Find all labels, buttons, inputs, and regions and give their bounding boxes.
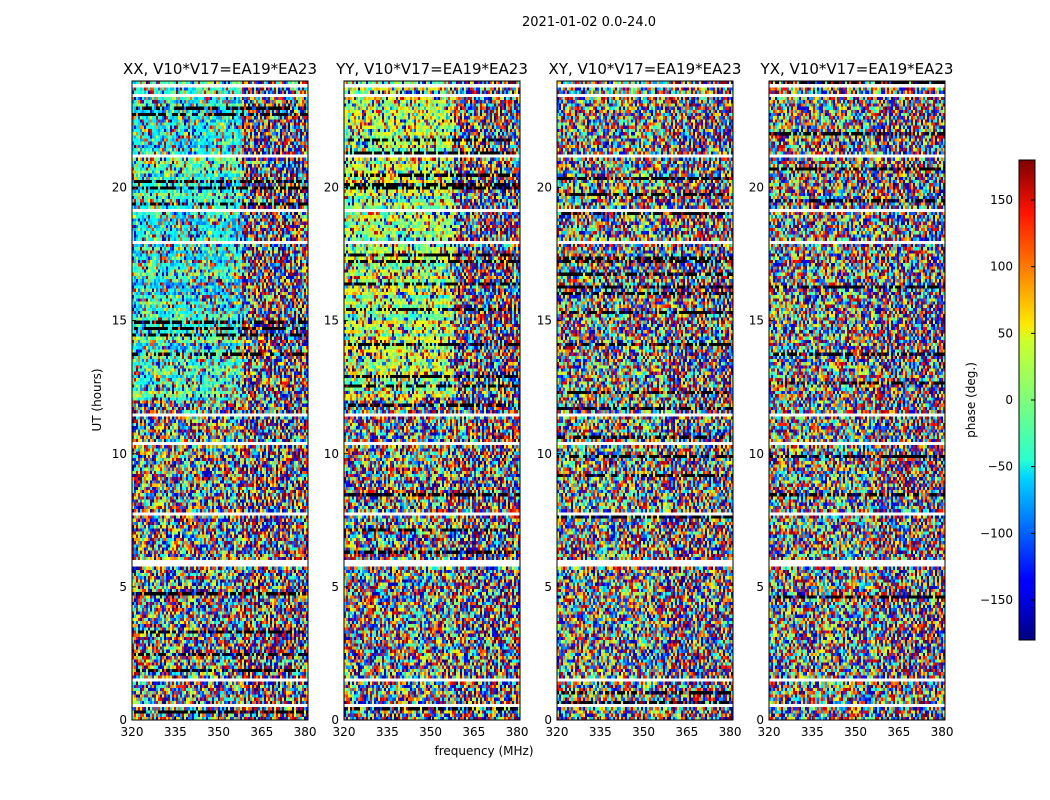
y-tick-label: 20 xyxy=(537,181,552,195)
colorbar-tick-label: 50 xyxy=(998,326,1013,340)
x-axis-label: frequency (MHz) xyxy=(434,744,533,758)
y-tick-label: 10 xyxy=(324,447,339,461)
y-tick-label: 15 xyxy=(112,314,127,328)
x-tick-label: 335 xyxy=(164,725,187,739)
y-tick-label: 5 xyxy=(119,580,127,594)
x-tick-label: 335 xyxy=(801,725,824,739)
axes-frame xyxy=(131,80,309,721)
y-tick-label: 10 xyxy=(112,447,127,461)
y-tick-label: 0 xyxy=(331,713,339,727)
y-tick-label: 5 xyxy=(544,580,552,594)
figure-suptitle: 2021-01-02 0.0-24.0 xyxy=(522,15,656,30)
x-tick-label: 320 xyxy=(546,725,569,739)
subplot-title: XY, V10*V17=EA19*EA23 xyxy=(549,60,742,78)
x-tick-label: 335 xyxy=(376,725,399,739)
subplot-xy: XY, V10*V17=EA19*EA23 320 335 350 365 380 0 5 10… xyxy=(537,60,742,739)
subplot-title: XX, V10*V17=EA19*EA23 xyxy=(123,60,317,78)
y-tick-label: 5 xyxy=(756,580,764,594)
subplot-title: YY, V10*V17=EA19*EA23 xyxy=(335,60,528,78)
heatmap-image xyxy=(769,81,945,720)
x-tick-label: 380 xyxy=(719,725,742,739)
colorbar-tick-label: −50 xyxy=(988,460,1013,474)
heatmap-image xyxy=(344,81,520,720)
x-tick-label: 320 xyxy=(121,725,144,739)
colorbar-ticks: 150 100 50 0 −50 −100 −150 xyxy=(980,193,1035,607)
x-tick-label: 350 xyxy=(207,725,230,739)
colorbar-label: phase (deg.) xyxy=(964,362,978,438)
colorbar-tick-label: −150 xyxy=(980,593,1013,607)
colorbar-tick-label: 0 xyxy=(1005,393,1013,407)
y-tick-label: 10 xyxy=(537,447,552,461)
x-tick-label: 365 xyxy=(250,725,273,739)
x-tick-label: 335 xyxy=(589,725,612,739)
y-tick-label: 20 xyxy=(112,181,127,195)
x-tick-label: 365 xyxy=(887,725,910,739)
x-tick-label: 320 xyxy=(333,725,356,739)
axes-frame xyxy=(343,80,521,721)
axes-frame xyxy=(768,80,946,721)
y-tick-label: 20 xyxy=(749,181,764,195)
subplot-xx: XX, V10*V17=EA19*EA23 320 335 350 365 380 0 5 10… xyxy=(112,60,317,739)
x-tick-label: 380 xyxy=(506,725,529,739)
x-tick-label: 380 xyxy=(294,725,317,739)
subplot-title: YX, V10*V17=EA19*EA23 xyxy=(760,60,954,78)
y-axis-label: UT (hours) xyxy=(90,368,104,431)
subplot-yx: YX, V10*V17=EA19*EA23 320 335 350 365 380 0 5 10… xyxy=(749,60,954,739)
colorbar-tick-label: −100 xyxy=(980,526,1013,540)
subplot-panels: XX, V10*V17=EA19*EA23 320 335 350 365 380 0 5 10… xyxy=(112,60,954,739)
x-tick-label: 350 xyxy=(844,725,867,739)
x-tick-label: 380 xyxy=(931,725,954,739)
colorbar: 150 100 50 0 −50 −100 −150 phase (deg.) xyxy=(964,159,1036,641)
x-tick-label: 365 xyxy=(462,725,485,739)
y-tick-label: 15 xyxy=(537,314,552,328)
heatmap-image xyxy=(132,81,308,720)
y-tick-label: 0 xyxy=(756,713,764,727)
y-tick-label: 15 xyxy=(749,314,764,328)
subplot-yy: YY, V10*V17=EA19*EA23 320 335 350 365 380 0 5 10… xyxy=(324,60,529,739)
y-tick-label: 0 xyxy=(544,713,552,727)
y-tick-label: 0 xyxy=(119,713,127,727)
y-tick-label: 15 xyxy=(324,314,339,328)
y-tick-label: 5 xyxy=(331,580,339,594)
colorbar-tick-label: 150 xyxy=(990,193,1013,207)
heatmap-image xyxy=(557,81,733,720)
axes-frame xyxy=(556,80,734,721)
x-tick-label: 365 xyxy=(675,725,698,739)
x-tick-label: 320 xyxy=(758,725,781,739)
y-tick-label: 20 xyxy=(324,181,339,195)
colorbar-tick-label: 100 xyxy=(990,260,1013,274)
x-tick-label: 350 xyxy=(632,725,655,739)
y-tick-label: 10 xyxy=(749,447,764,461)
x-tick-label: 350 xyxy=(419,725,442,739)
